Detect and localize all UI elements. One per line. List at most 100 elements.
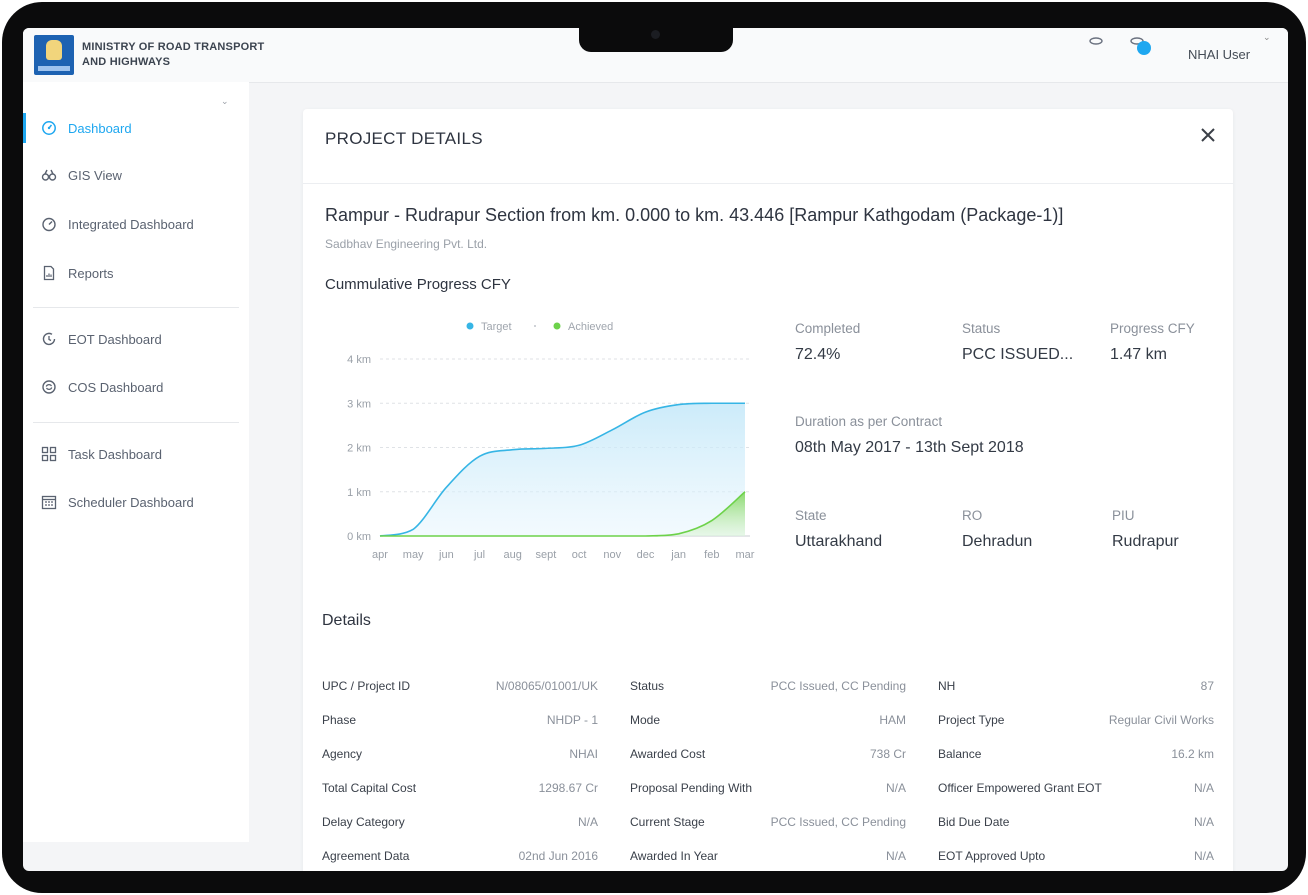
details-row: Phase NHDP - 1: [322, 713, 598, 731]
details-value: N/A: [577, 815, 598, 829]
series-area-target: [380, 403, 745, 536]
details-row: Proposal Pending With N/A: [630, 781, 906, 799]
x-tick-label: aug: [504, 549, 522, 561]
contractor-name: Sadbhav Engineering Pvt. Ltd.: [325, 237, 488, 251]
grid-icon: [41, 446, 57, 462]
series-area-achieved: [380, 491, 745, 536]
gauge-icon: [42, 121, 56, 135]
sidebar-item-task-dashboard[interactable]: Task Dashboard: [23, 436, 249, 472]
details-value: N/08065/01001/UK: [495, 679, 598, 693]
x-tick-label: oct: [572, 549, 587, 561]
x-tick-label: mar: [736, 549, 755, 561]
details-value: N/A: [885, 849, 906, 863]
details-key: Bid Due Date: [938, 815, 1010, 829]
progress-cfy-value: 1.47 km: [1110, 346, 1167, 363]
details-value: HAM: [879, 713, 906, 727]
duration-value: 08th May 2017 - 13th Sept 2018: [795, 439, 1024, 456]
sidebar-item-label: EOT Dashboard: [68, 331, 162, 347]
details-row: Awarded Cost 738 Cr: [630, 747, 906, 765]
sidebar-item-scheduler-dashboard[interactable]: Scheduler Dashboard: [23, 484, 249, 520]
series-line-achieved: [380, 491, 746, 537]
details-value: NHDP - 1: [546, 713, 598, 727]
details-row: Awarded In Year N/A: [630, 849, 906, 867]
y-tick-label: 1 km: [347, 487, 371, 499]
details-key: Awarded Cost: [630, 747, 706, 761]
ministry-name: MINISTRY OF ROAD TRANSPORT AND HIGHWAYS: [82, 40, 282, 70]
legend-label-target: Target: [481, 321, 512, 333]
duration-label: Duration as per Contract: [795, 414, 943, 429]
details-value: 02nd Jun 2016: [518, 849, 598, 863]
logo-label-strip: [38, 66, 70, 71]
completed-label: Completed: [795, 321, 861, 336]
progress-cfy-label: Progress CFY: [1110, 321, 1195, 336]
sidebar-item-eot-dashboard[interactable]: EOT Dashboard: [23, 321, 249, 357]
details-key: EOT Approved Upto: [938, 849, 1046, 863]
sidebar-item-label: Integrated Dashboard: [68, 216, 194, 232]
details-title: Details: [322, 612, 371, 629]
panel-title: PROJECT DETAILS: [325, 129, 483, 148]
close-button[interactable]: [1198, 126, 1218, 146]
completed-value: 72.4%: [795, 346, 841, 363]
x-tick-label: apr: [372, 549, 388, 561]
state-value: Uttarakhand: [795, 533, 883, 550]
status-label: Status: [962, 321, 1001, 336]
x-tick-label: may: [403, 549, 424, 561]
sidebar-item-label: Task Dashboard: [68, 446, 162, 462]
sidebar-item-gis-view[interactable]: GIS View: [23, 157, 249, 193]
details-key: Project Type: [938, 713, 1005, 727]
sidebar-item-label: COS Dashboard: [68, 379, 164, 395]
details-key: Agreement Data: [322, 849, 410, 863]
sidebar-divider: [33, 307, 239, 308]
ministry-logo[interactable]: [34, 35, 74, 75]
details-value: N/A: [1193, 849, 1214, 863]
legend-label-achieved: Achieved: [568, 321, 613, 333]
sidebar-item-integrated-dashboard[interactable]: Integrated Dashboard: [23, 206, 249, 242]
ministry-line2: AND HIGHWAYS: [82, 56, 171, 68]
legend-marker-target: [466, 322, 474, 330]
details-value: 1298.67 Cr: [538, 781, 598, 795]
details-key: Mode: [630, 713, 661, 727]
details-row: NH 87: [938, 679, 1214, 697]
sidebar-item-dashboard[interactable]: Dashboard: [23, 110, 249, 146]
sidebar-item-cos-dashboard[interactable]: COS Dashboard: [23, 369, 249, 405]
x-tick-label: sept: [536, 549, 557, 561]
project-title: Rampur - Rudrapur Section from km. 0.000…: [325, 205, 1064, 225]
details-key: Agency: [322, 747, 363, 761]
search-icon[interactable]: [1088, 36, 1104, 46]
details-row: Agency NHAI: [322, 747, 598, 765]
details-value: N/A: [885, 781, 906, 795]
project-details-panel: PROJECT DETAILS Rampur - Rudrapur Sectio…: [303, 109, 1233, 871]
x-tick-label: nov: [603, 549, 621, 561]
user-name[interactable]: NHAI User: [1188, 47, 1251, 62]
details-row: Current Stage PCC Issued, CC Pending: [630, 815, 906, 833]
ministry-line1: MINISTRY OF ROAD TRANSPORT: [82, 41, 265, 53]
details-value: 738 Cr: [869, 747, 906, 761]
chevron-down-icon[interactable]: ⌄: [1263, 32, 1271, 42]
details-key: Awarded In Year: [630, 849, 718, 863]
calendar-icon: [41, 495, 57, 510]
details-value: N/A: [1193, 815, 1214, 829]
details-key: Current Stage: [630, 815, 705, 829]
sidebar-item-reports[interactable]: Reports: [23, 255, 249, 291]
details-row: Status PCC Issued, CC Pending: [630, 679, 906, 697]
sidebar-item-label: Scheduler Dashboard: [68, 494, 194, 510]
y-tick-label: 4 km: [347, 354, 371, 366]
screen: MINISTRY OF ROAD TRANSPORT AND HIGHWAYS …: [23, 28, 1288, 871]
y-tick-label: 2 km: [347, 443, 371, 455]
details-key: Delay Category: [322, 815, 405, 829]
details-key: Officer Empowered Grant EOT: [938, 781, 1102, 795]
details-key: Phase: [322, 713, 357, 727]
progress-chart: 0 km 1 km 2 km 3 km 4 km apr may jun jul aug sept o…: [347, 321, 755, 561]
details-key: NH: [938, 679, 956, 693]
details-row: Bid Due Date N/A: [938, 815, 1214, 833]
details-row: Total Capital Cost 1298.67 Cr: [322, 781, 598, 799]
collapse-chevron-icon[interactable]: ⌄: [221, 96, 229, 106]
details-value: Regular Civil Works: [1108, 713, 1214, 727]
series-line-target: [379, 402, 745, 537]
legend-separator: [534, 325, 536, 327]
details-row: Balance 16.2 km: [938, 747, 1214, 765]
x-tick-label: jul: [473, 549, 485, 561]
details-value: NHAI: [569, 747, 598, 761]
refresh-icon: [42, 380, 56, 394]
